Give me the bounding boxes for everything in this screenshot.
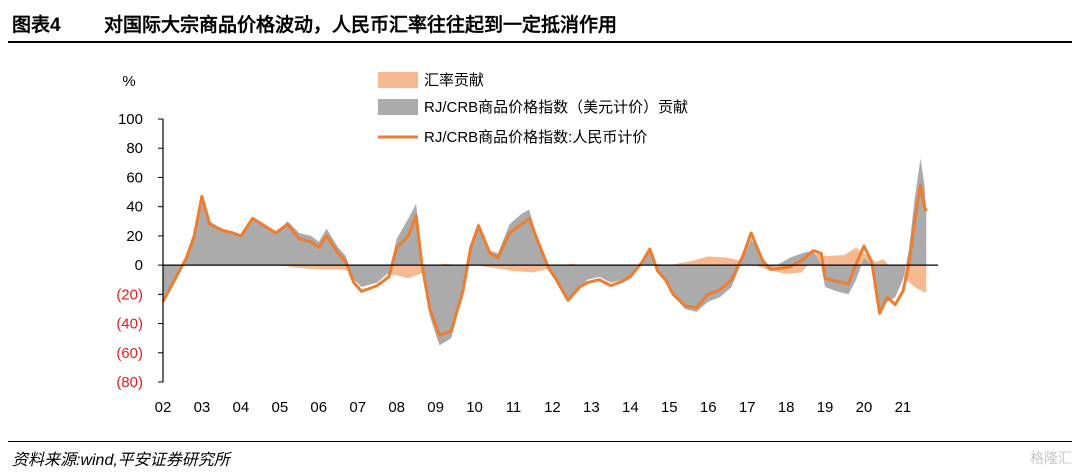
figure-number: 图表4 [12,15,61,36]
y-tick-label: (80) [116,374,143,391]
source-note: 资料来源:wind,平安证券研究所 [12,452,230,469]
x-tick-label: 18 [778,399,795,416]
y-tick-label: (20) [116,286,143,303]
y-tick-label: 40 [126,199,143,216]
figure-title: 对国际大宗商品价格波动，人民币汇率往往起到一定抵消作用 [104,15,618,36]
x-tick-label: 17 [739,399,756,416]
x-tick-label: 12 [544,399,561,416]
x-tick-label: 14 [622,399,639,416]
y-tick-label: (60) [116,345,143,362]
legend-item-fx-label: 汇率贡献 [424,72,484,89]
x-tick-label: 19 [817,399,834,416]
legend-item-fx-swatch [378,72,418,88]
series-layer [161,158,928,346]
x-tick-label: 02 [155,399,172,416]
chart: 汇率贡献 RJ/CRB商品价格指数（美元计价）贡献 RJ/CRB商品价格指数:人民币… [116,72,938,416]
x-tick-label: 04 [233,399,250,416]
title-rule [8,41,1072,43]
x-tick-label: 08 [388,399,405,416]
y-axis-unit-label: % [122,73,135,90]
x-tick-label: 09 [427,399,444,416]
series-usd-contribution-area [163,158,927,346]
title-bar: 图表4 对国际大宗商品价格波动，人民币汇率往往起到一定抵消作用 [0,0,1080,40]
x-tick-label: 16 [700,399,717,416]
y-tick-label: (40) [116,316,143,333]
x-tick-label: 10 [466,399,483,416]
x-tick-label: 06 [310,399,327,416]
x-tick-label: 03 [194,399,211,416]
x-tick-label: 21 [895,399,912,416]
x-tick-label: 11 [506,399,522,416]
y-tick-label: 60 [126,169,143,186]
x-tick-label: 07 [349,399,366,416]
x-tick-label: 15 [661,399,678,416]
watermark: 格隆汇 [1030,450,1072,466]
x-tick-label: 05 [271,399,288,416]
legend-item-rmb-label: RJ/CRB商品价格指数:人民币计价 [424,129,647,146]
legend: 汇率贡献 RJ/CRB商品价格指数（美元计价）贡献 RJ/CRB商品价格指数:人民币… [378,72,688,146]
y-tick-label: 20 [126,228,143,245]
legend-item-usd-swatch [378,99,418,115]
legend-item-usd-label: RJ/CRB商品价格指数（美元计价）贡献 [424,99,688,116]
series-rmb-index-line [161,183,928,337]
footer-rule [8,441,1072,442]
axis-layer: 100 80 60 40 20 0 (20) (40) (60) (80)% 02 03 04 05 06 0… [116,73,938,416]
y-tick-label: 80 [126,140,143,157]
x-tick-label: 13 [583,399,600,416]
y-tick-label: 0 [135,257,143,274]
y-tick-label: 100 [118,111,143,128]
x-tick-label: 20 [856,399,873,416]
